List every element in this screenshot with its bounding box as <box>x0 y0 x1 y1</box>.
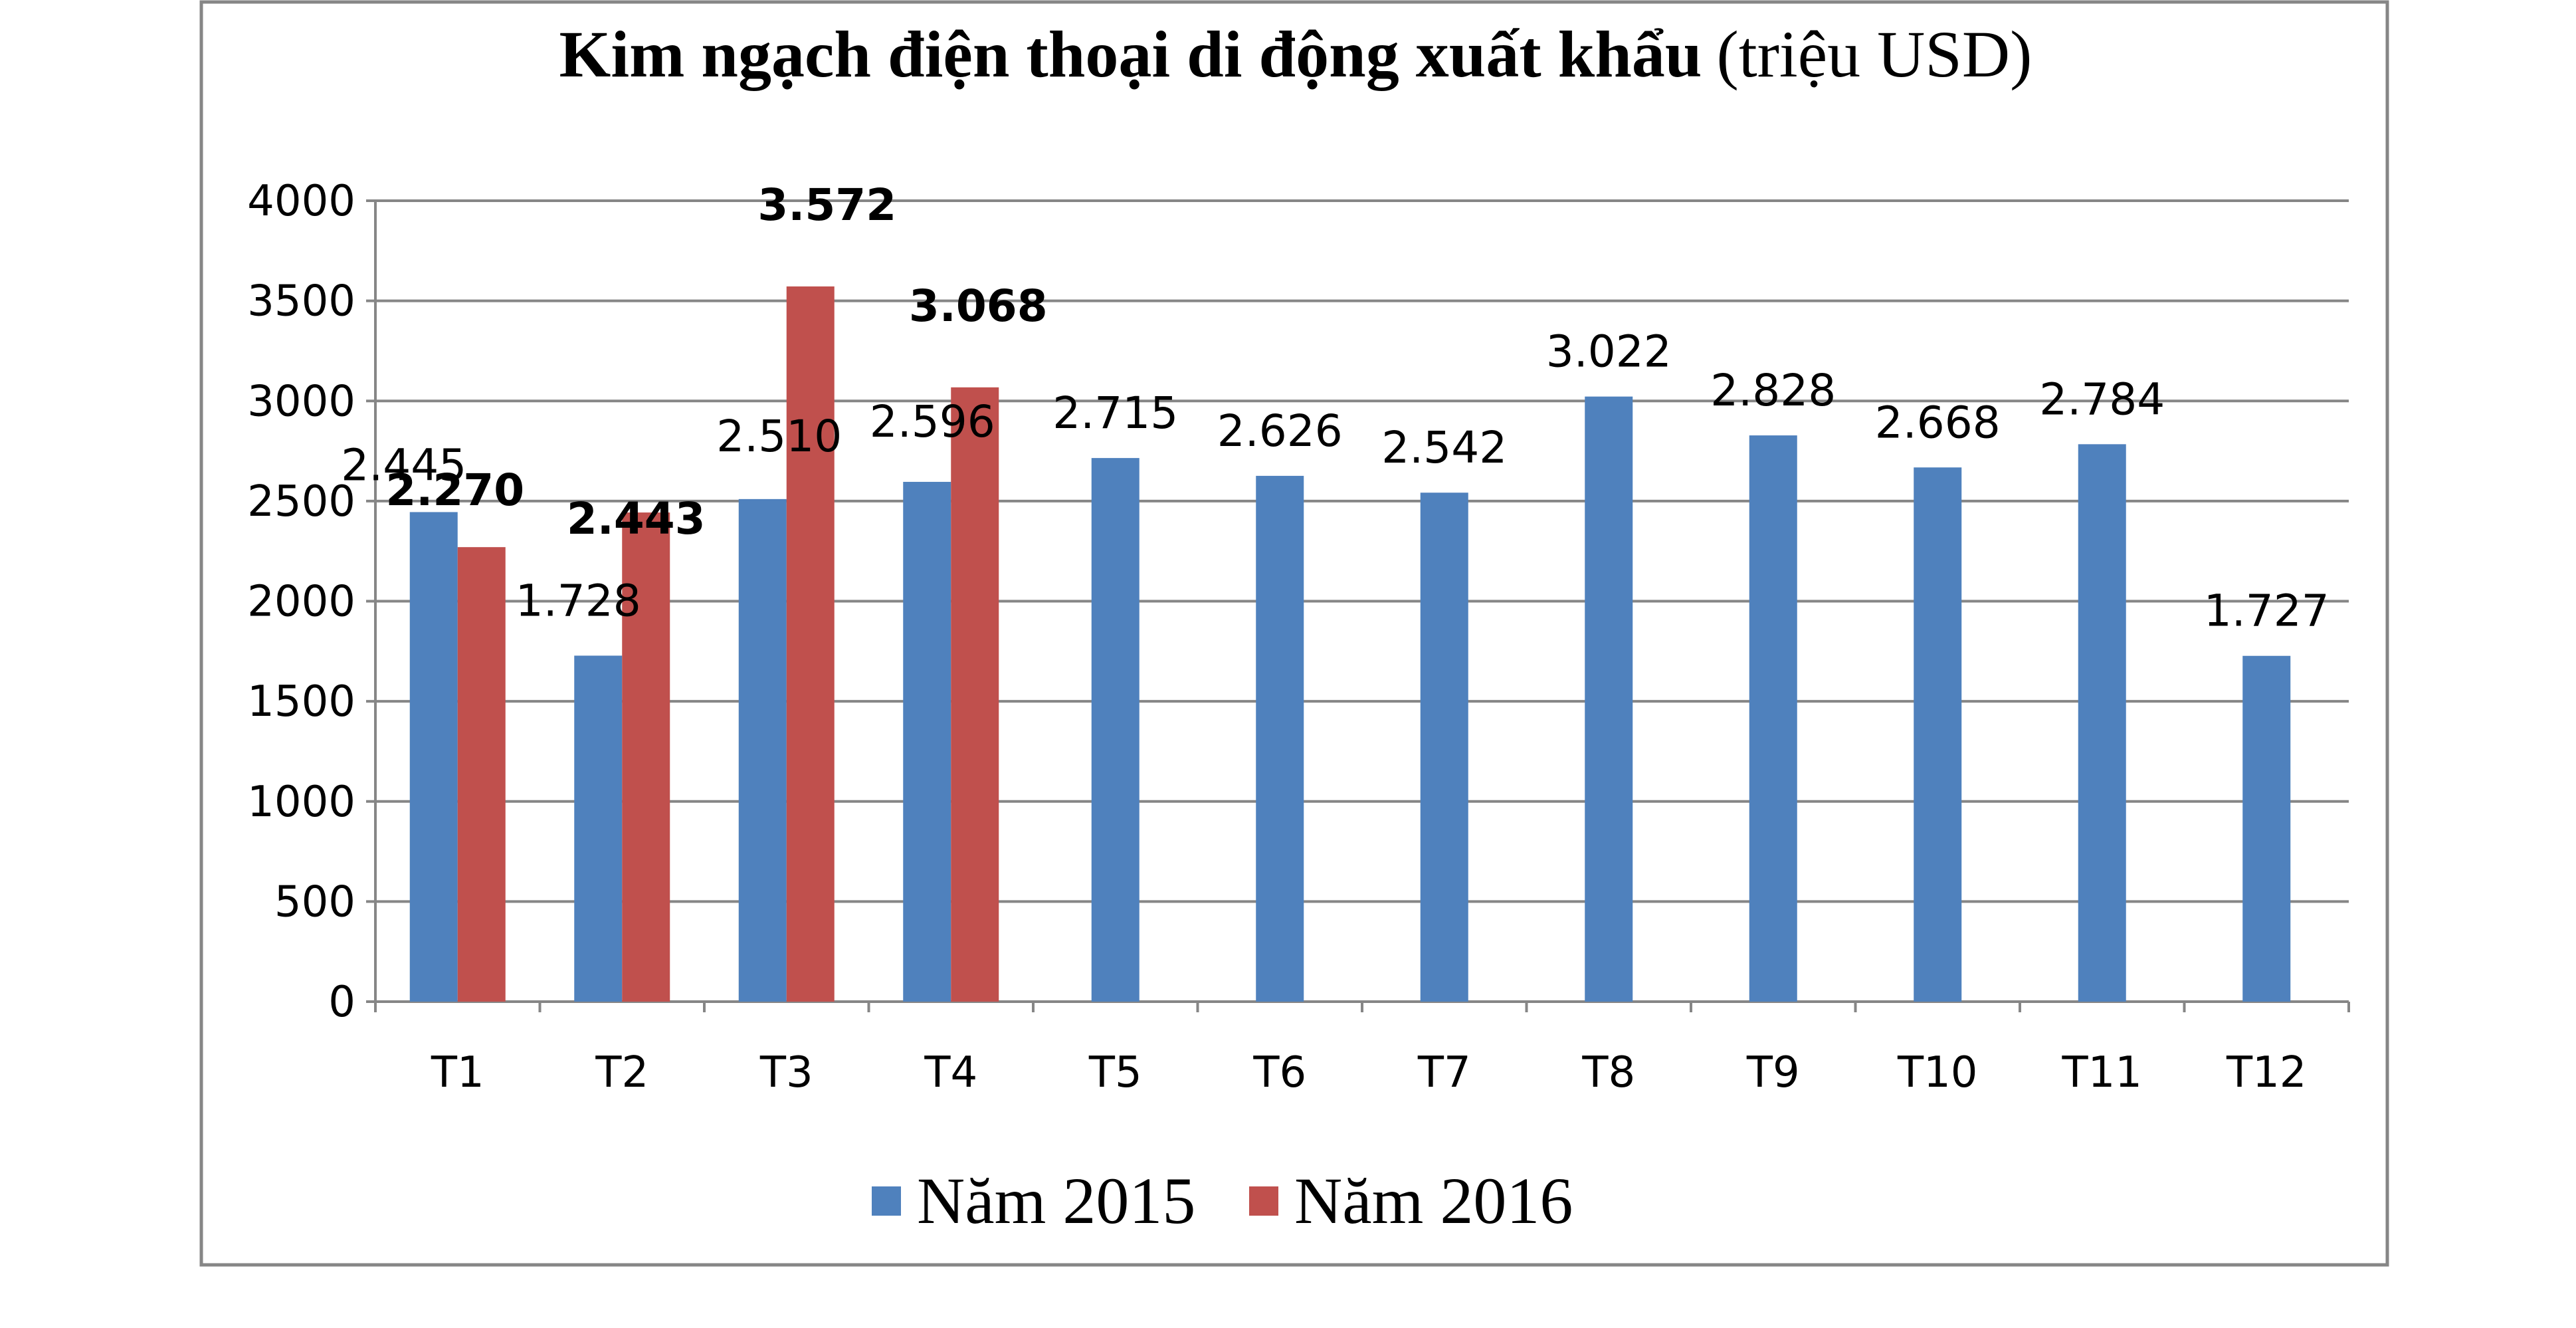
legend-swatch-2016 <box>1249 1186 1278 1216</box>
legend: Năm 2015 Năm 2016 <box>872 1164 1573 1238</box>
data-label-Năm-2016-T4: 3.068 <box>909 280 1048 332</box>
bar-Năm-2016-T4 <box>951 387 999 1002</box>
data-label-Năm-2015-T11: 2.784 <box>2039 374 2165 425</box>
bar-Năm-2015-T8 <box>1585 396 1633 1002</box>
x-tick-label-T2: T2 <box>595 1048 648 1097</box>
data-label-Năm-2015-T12: 1.727 <box>2204 586 2329 637</box>
y-tick-label: 500 <box>274 877 355 927</box>
bar-Năm-2015-T5 <box>1091 458 1139 1002</box>
bar-Năm-2015-T12 <box>2242 655 2291 1002</box>
x-tick-label-T7: T7 <box>1417 1048 1471 1097</box>
x-tick-label-T5: T5 <box>1088 1048 1142 1097</box>
data-label-Năm-2015-T7: 2.542 <box>1381 422 1507 473</box>
data-label-Năm-2015-T9: 2.828 <box>1710 365 1836 416</box>
data-labels: 2.445 1.728 2.510 2.596 2.715 2.626 2.542 3.022… <box>341 179 2329 637</box>
gridlines <box>375 199 2349 903</box>
data-label-Năm-2015-T3: 2.510 <box>716 411 842 462</box>
x-tick-label-T1: T1 <box>431 1048 484 1097</box>
legend-label-2016: Năm 2016 <box>1294 1164 1573 1238</box>
bar-Năm-2015-T9 <box>1749 435 1797 1002</box>
y-tick-label: 3000 <box>247 377 355 426</box>
x-tick-label-T9: T9 <box>1746 1048 1800 1097</box>
bar-Năm-2015-T1 <box>409 512 458 1002</box>
y-tick-label: 4000 <box>247 177 355 226</box>
bar-Năm-2015-T2 <box>574 655 623 1002</box>
data-label-Năm-2015-T8: 3.022 <box>1546 326 1672 378</box>
y-tick-label: 2500 <box>247 477 355 526</box>
legend-label-2015: Năm 2015 <box>917 1164 1195 1238</box>
data-label-Năm-2015-T10: 2.668 <box>1875 397 2001 448</box>
bar-Năm-2015-T4 <box>903 481 951 1002</box>
data-label-Năm-2015-T5: 2.715 <box>1052 387 1178 439</box>
x-axis: T1 T2 T3 T4 T5 T6 T7 T8 T9 T10 T11 T12 <box>374 1000 2350 1097</box>
bar-Năm-2016-T2 <box>622 512 670 1002</box>
data-label-Năm-2015-T4: 2.596 <box>870 396 995 447</box>
bar-Năm-2015-T11 <box>2078 444 2126 1002</box>
y-tick-label: 1000 <box>247 778 355 827</box>
y-tick-label: 2000 <box>247 578 355 627</box>
y-axis: 0 500 1000 1500 2000 2500 3000 3500 4000 <box>247 177 377 1027</box>
bar-Năm-2015-T10 <box>1914 467 1962 1002</box>
x-tick-label-T8: T8 <box>1581 1048 1635 1097</box>
bar-Năm-2016-T1 <box>457 547 506 1002</box>
chart-title-unit: (triệu USD) <box>1717 17 2032 91</box>
bar-Năm-2015-T7 <box>1420 493 1468 1002</box>
chart-title-main: Kim ngạch điện thoại di động xuất khẩu <box>559 17 1702 91</box>
data-label-Năm-2016-T1: 2.270 <box>385 465 524 516</box>
y-tick-label: 3500 <box>247 277 355 326</box>
bars <box>409 286 2291 1002</box>
data-label-Năm-2015-T6: 2.626 <box>1217 405 1343 457</box>
bar-Năm-2016-T3 <box>786 286 835 1002</box>
bar-Năm-2015-T3 <box>738 498 787 1002</box>
data-label-Năm-2016-T2: 2.443 <box>567 493 706 544</box>
x-tick-label-T10: T10 <box>1897 1048 1978 1097</box>
x-tick-label-T4: T4 <box>924 1048 977 1097</box>
bar-Năm-2015-T6 <box>1256 475 1304 1002</box>
y-tick-label: 1500 <box>247 677 355 726</box>
x-tick-label-T6: T6 <box>1252 1048 1306 1097</box>
data-label-Năm-2015-T2: 1.728 <box>516 575 641 626</box>
x-tick-label-T12: T12 <box>2226 1048 2307 1097</box>
chart-title: Kim ngạch điện thoại di động xuất khẩu (t… <box>559 17 2032 91</box>
x-tick-label-T11: T11 <box>2061 1048 2142 1097</box>
x-tick-label-T3: T3 <box>759 1048 813 1097</box>
data-label-Năm-2015-T1: 2.445 <box>341 439 466 491</box>
data-label-Năm-2016-T3: 3.572 <box>757 179 896 231</box>
y-tick-label: 0 <box>328 978 355 1027</box>
legend-swatch-2015 <box>872 1186 901 1216</box>
